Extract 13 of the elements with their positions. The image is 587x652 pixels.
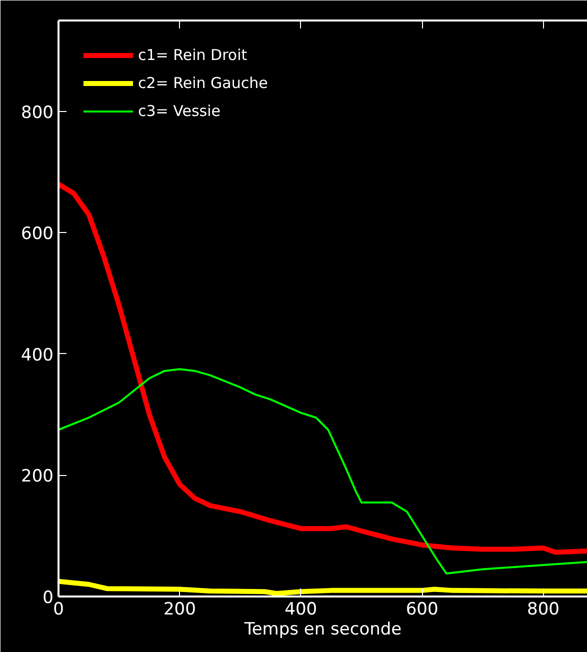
legend-label: c3= Vessie — [138, 102, 220, 120]
legend-label: c2= Rein Gauche — [138, 74, 268, 92]
line-series — [58, 368, 587, 574]
y-tick-label: 800 — [21, 102, 54, 123]
x-tick-label: 200 — [163, 600, 196, 620]
y-tick-label: 400 — [21, 345, 54, 366]
x-tick-label: 600 — [406, 600, 438, 620]
x-axis-title: Temps en seconde — [243, 620, 402, 640]
x-tick-label: 400 — [284, 600, 318, 620]
y-tick-label: 600 — [21, 224, 54, 244]
x-tick-label: 800 — [527, 600, 560, 620]
y-tick-label: 200 — [21, 466, 54, 487]
legend-label: c1= Rein Droit — [138, 46, 248, 64]
